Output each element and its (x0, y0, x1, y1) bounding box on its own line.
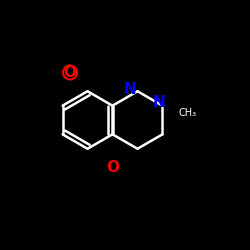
Text: O: O (106, 160, 119, 175)
Text: N: N (152, 95, 165, 110)
Text: N: N (124, 82, 136, 98)
Text: CH₃: CH₃ (178, 108, 196, 118)
Text: O: O (64, 65, 76, 80)
